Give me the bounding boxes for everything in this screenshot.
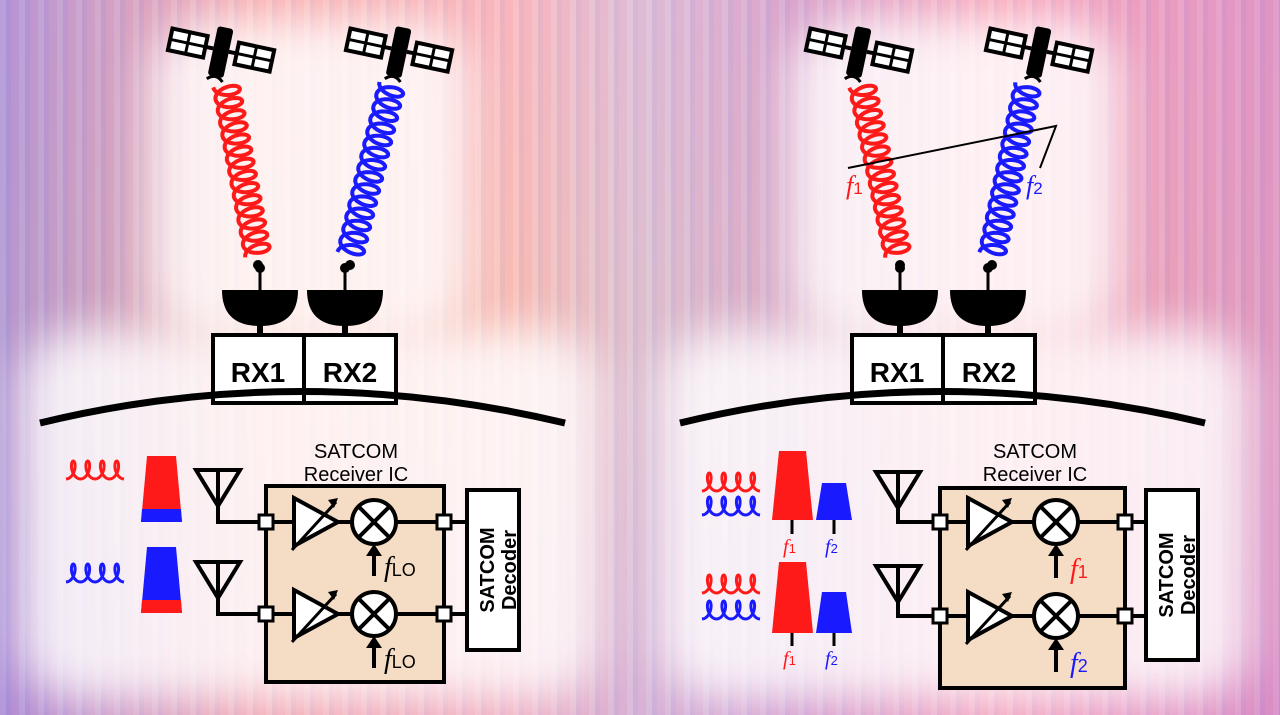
ic-title-line2: Receiver IC bbox=[983, 464, 1087, 486]
f1-tick-label: f1 bbox=[783, 648, 796, 670]
dish-antenna-icon bbox=[220, 261, 300, 338]
rx2-label: RX2 bbox=[962, 357, 1016, 388]
filter-icon bbox=[141, 547, 182, 613]
signal-wave-blue bbox=[977, 82, 1042, 257]
earth-surface bbox=[679, 388, 1206, 427]
dish-antenna-icon bbox=[860, 261, 940, 338]
decoder-box bbox=[465, 488, 521, 652]
satellite-icon bbox=[799, 14, 917, 94]
signal-wave-red bbox=[847, 83, 912, 258]
coil-red-icon bbox=[65, 459, 125, 481]
lo-f1-label: f1 bbox=[1070, 554, 1088, 585]
satellite-icon bbox=[339, 14, 457, 94]
rx2-label: RX2 bbox=[323, 357, 377, 388]
antenna-icon bbox=[874, 564, 922, 604]
filter-f1-icon bbox=[772, 562, 813, 633]
antenna-icon bbox=[194, 560, 242, 600]
coil-red-icon bbox=[701, 471, 761, 493]
coil-blue-icon bbox=[65, 562, 125, 584]
ic-title-line1: SATCOM bbox=[314, 441, 398, 463]
decoder-label: SATCOMDecoder bbox=[477, 527, 521, 612]
lo-label: fLO bbox=[384, 552, 416, 583]
lo-label: fLO bbox=[384, 644, 416, 675]
decoder-box bbox=[1144, 488, 1200, 662]
f1-tick-label: f1 bbox=[783, 536, 796, 558]
lo-f2-label: f2 bbox=[1070, 648, 1088, 679]
antenna-icon bbox=[874, 470, 922, 510]
rx1-label: RX1 bbox=[231, 357, 285, 388]
dish-antenna-icon bbox=[948, 261, 1028, 338]
f2-tick-label: f2 bbox=[825, 648, 838, 670]
signal-wave-red bbox=[211, 83, 272, 258]
mixer-icon bbox=[350, 498, 398, 546]
feed-point bbox=[253, 260, 263, 270]
decoder-label: SATCOMDecoder bbox=[1156, 532, 1200, 617]
f2-label: f2 bbox=[1026, 171, 1043, 200]
ic-title-line1: SATCOM bbox=[993, 441, 1077, 463]
rx1-label: RX1 bbox=[870, 357, 924, 388]
satellite-icon bbox=[161, 14, 279, 94]
coil-red-icon bbox=[701, 573, 761, 595]
coil-blue-icon bbox=[701, 599, 761, 621]
glow-right-top bbox=[790, 20, 1120, 340]
f1-label: f1 bbox=[846, 171, 863, 200]
satellite-icon bbox=[979, 14, 1097, 94]
mixer-icon bbox=[350, 590, 398, 638]
earth-surface bbox=[39, 388, 566, 427]
coil-blue-icon bbox=[701, 495, 761, 517]
antenna-icon bbox=[194, 468, 242, 508]
filter-icon bbox=[141, 456, 182, 522]
feed-point bbox=[987, 260, 997, 270]
dish-antenna-icon bbox=[305, 261, 385, 338]
signal-wave-blue bbox=[335, 81, 406, 257]
mixer-icon bbox=[1032, 592, 1080, 640]
filter-f1-icon bbox=[772, 451, 813, 520]
glow-left-top bbox=[150, 20, 470, 340]
mixer-icon bbox=[1032, 498, 1080, 546]
filter-f2-icon bbox=[816, 592, 852, 633]
feed-point bbox=[895, 260, 905, 270]
ic-title-line2: Receiver IC bbox=[304, 464, 408, 486]
filter-f2-icon bbox=[816, 483, 852, 520]
f2-tick-label: f2 bbox=[825, 536, 838, 558]
feed-point bbox=[345, 260, 355, 270]
